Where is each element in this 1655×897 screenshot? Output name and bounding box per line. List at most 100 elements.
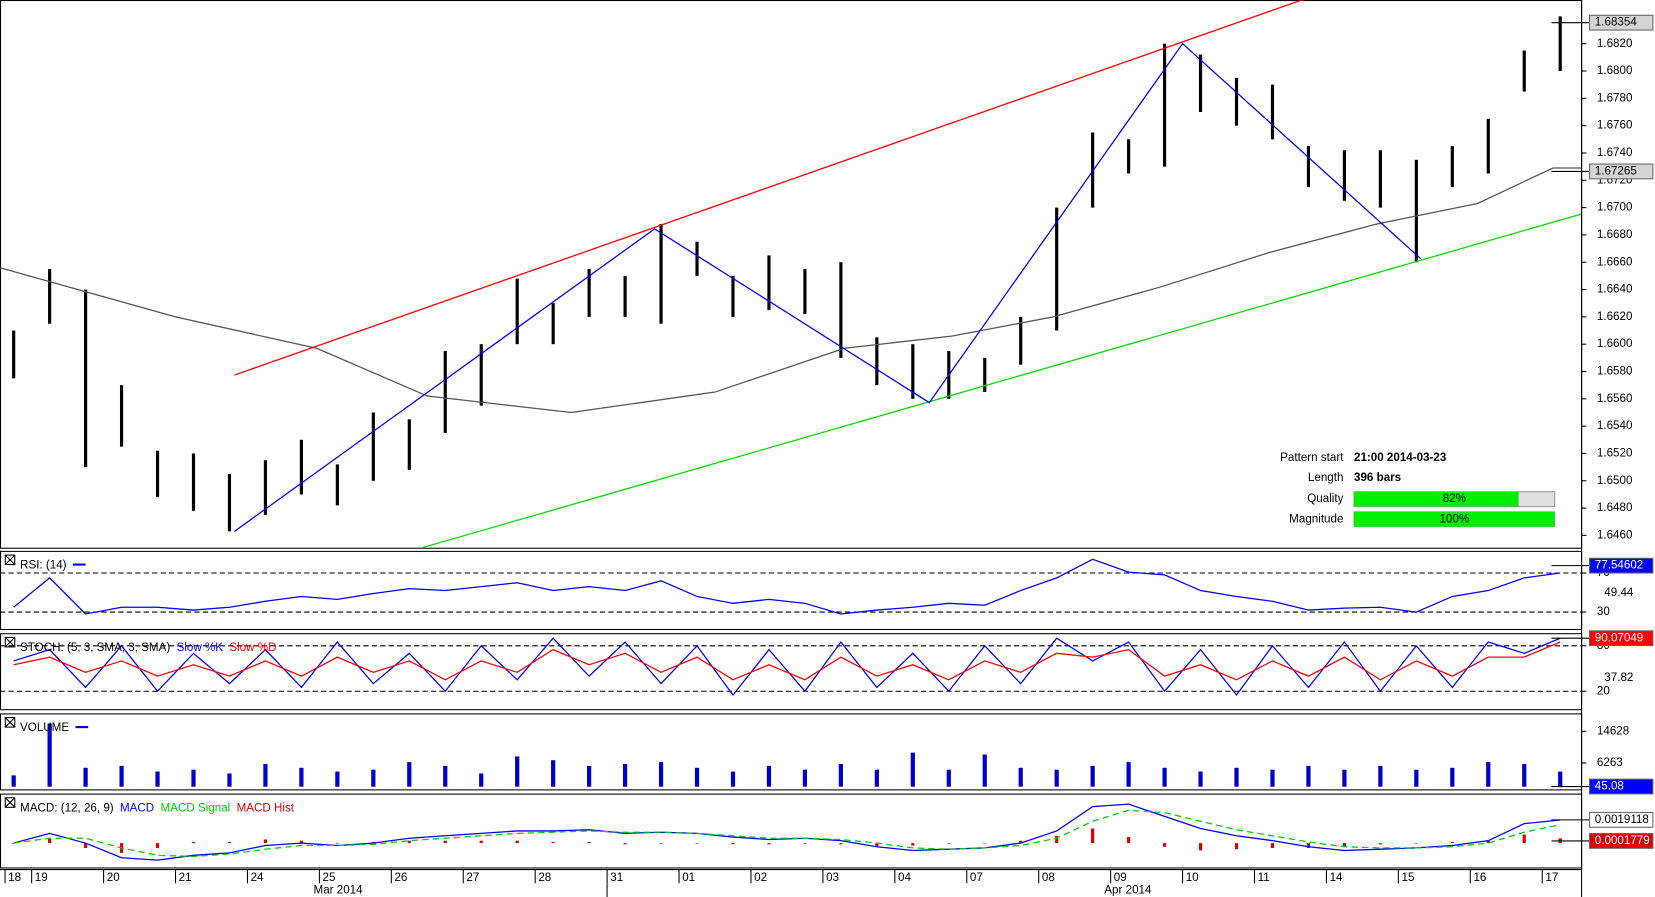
price-bar xyxy=(587,269,591,317)
price-bar xyxy=(767,255,771,311)
bar xyxy=(48,838,52,844)
price-bar xyxy=(659,223,663,324)
badge xyxy=(1588,833,1654,849)
price-bar xyxy=(551,303,555,345)
x-tick-label: 17 xyxy=(1545,871,1558,884)
overlay-line xyxy=(422,213,1582,549)
series-line xyxy=(13,641,1561,681)
price-bar xyxy=(407,419,411,470)
bar xyxy=(839,843,843,845)
bar xyxy=(1414,769,1419,787)
bar xyxy=(1342,843,1346,847)
bar xyxy=(767,843,771,845)
bar xyxy=(1306,843,1311,848)
meter-label: 82% xyxy=(1443,492,1466,505)
y-tick-label: 14628 xyxy=(1597,724,1629,737)
price-bar xyxy=(1342,150,1346,201)
price-bar xyxy=(299,439,303,495)
bar xyxy=(443,840,447,844)
y-tick-label: 1.6800 xyxy=(1597,64,1633,77)
panel-title: VOLUME xyxy=(20,721,69,734)
bar xyxy=(1198,843,1203,851)
price-bar xyxy=(623,275,627,317)
y-tick-label: 37.82 xyxy=(1604,671,1633,684)
series-line xyxy=(13,558,1561,615)
bar xyxy=(658,762,664,787)
legend-entry: MACD xyxy=(120,801,154,814)
bar xyxy=(803,843,807,844)
panel-title: RSI: (14) xyxy=(20,559,67,572)
overlay-line xyxy=(0,167,1582,414)
y-tick-label: 1.6680 xyxy=(1597,228,1633,241)
bar xyxy=(659,843,663,844)
legend-box-cross xyxy=(4,797,16,808)
bar xyxy=(1342,769,1347,787)
info-label: Length xyxy=(1308,471,1344,484)
bar xyxy=(335,771,340,787)
bar xyxy=(1522,834,1526,844)
price-bar xyxy=(839,262,843,358)
x-tick-label: 14 xyxy=(1330,871,1343,884)
bar xyxy=(155,771,160,787)
y-tick-label: 1.6540 xyxy=(1597,419,1633,432)
x-tick-label: 10 xyxy=(1186,871,1199,884)
badge-label: 45.08 xyxy=(1595,780,1624,793)
bar xyxy=(479,773,484,787)
bar xyxy=(838,763,843,787)
series-line xyxy=(13,803,1561,861)
price-bar xyxy=(1306,146,1311,188)
x-tick-label: 02 xyxy=(754,871,767,884)
badge-label: 0.0019118 xyxy=(1595,813,1649,826)
bar xyxy=(84,843,88,848)
price-bar xyxy=(1055,207,1059,331)
bar xyxy=(766,765,772,787)
bar xyxy=(1486,840,1490,844)
y-tick-label: 1.6620 xyxy=(1597,310,1633,323)
bar xyxy=(1414,843,1418,844)
y-tick-label: 1.6600 xyxy=(1597,337,1633,350)
bar xyxy=(515,756,520,787)
legend-box-cross xyxy=(4,717,16,728)
price-bar xyxy=(263,460,268,515)
badge xyxy=(1588,557,1654,574)
x-tick-label: 31 xyxy=(610,871,623,884)
bar xyxy=(551,760,556,787)
bar xyxy=(299,767,304,787)
price-bar xyxy=(1198,54,1203,112)
bar xyxy=(947,843,951,844)
price-bar xyxy=(1414,159,1418,263)
y-tick-label: 1.6560 xyxy=(1597,392,1633,405)
legend-box-cross xyxy=(4,637,16,648)
bar xyxy=(587,765,592,787)
panel-title: STOCH: (5, 3, SMA, 3, SMA) xyxy=(20,641,170,654)
bar xyxy=(479,840,483,844)
price-bar xyxy=(803,269,807,315)
bar xyxy=(155,843,160,848)
meter-fill xyxy=(1353,491,1519,507)
y-tick-label: 6263 xyxy=(1597,756,1623,769)
price-bar xyxy=(443,351,447,433)
price-bar xyxy=(1486,118,1490,174)
badge-label: 1.68354 xyxy=(1595,16,1638,29)
bar xyxy=(1270,769,1275,787)
price-bar xyxy=(155,450,160,498)
bar xyxy=(1019,840,1023,844)
x-tick-label: 21 xyxy=(179,871,192,884)
bar xyxy=(1234,843,1239,850)
bar xyxy=(119,765,124,787)
badge-label: 0.0001779 xyxy=(1595,834,1650,847)
bar xyxy=(263,839,268,844)
price-bar xyxy=(983,357,987,392)
x-tick-label: 01 xyxy=(682,871,695,884)
bar xyxy=(299,840,303,844)
legend-entry: Slow %K xyxy=(177,641,224,654)
legend-box-cross xyxy=(4,554,16,565)
x-tick-label: 09 xyxy=(1114,871,1127,884)
x-tick-label: 25 xyxy=(323,871,336,884)
meter-fill xyxy=(1353,511,1555,527)
month-label: Apr 2014 xyxy=(1104,884,1152,897)
legend-entry: Slow %D xyxy=(229,641,276,654)
y-tick-label: 1.6580 xyxy=(1597,365,1633,378)
